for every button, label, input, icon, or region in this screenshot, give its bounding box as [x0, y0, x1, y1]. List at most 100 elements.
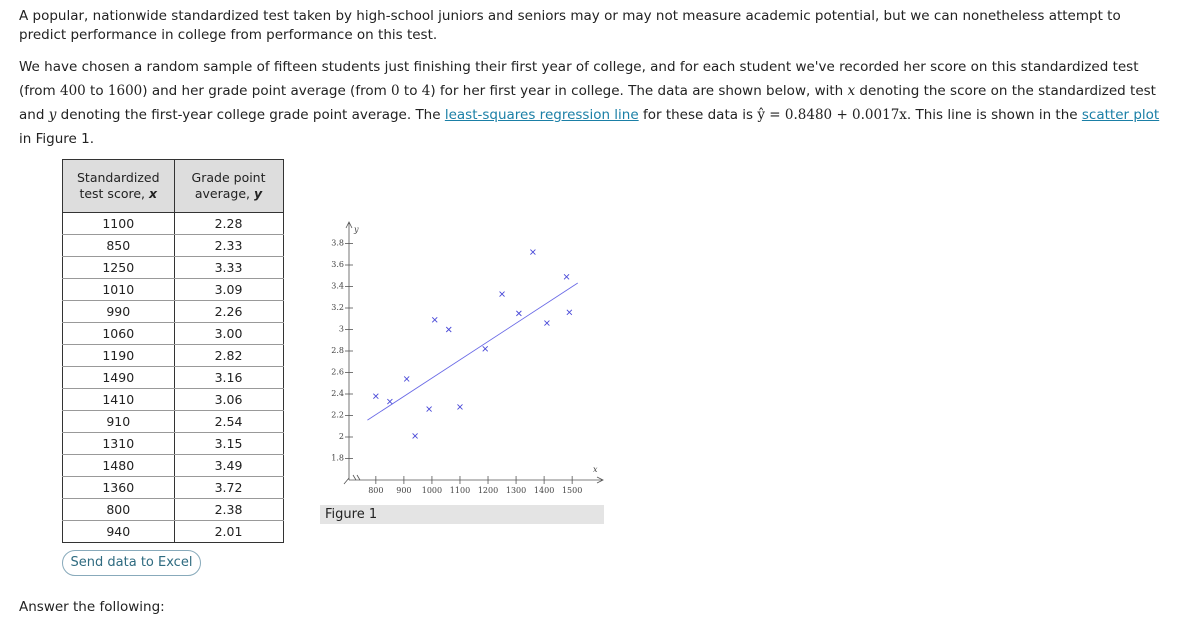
x-tick-label: 900	[396, 486, 411, 495]
x-tick-label: 1000	[422, 486, 442, 495]
data-point	[530, 249, 536, 255]
table-row: 1010 3.09	[62, 278, 284, 301]
x-axis-label: x	[593, 465, 598, 474]
y-axis-label: y	[353, 225, 359, 234]
data-point	[482, 346, 489, 352]
table-cell: 800	[62, 498, 175, 521]
x-tick-label: 1200	[478, 486, 498, 495]
math-segment: 4	[421, 83, 431, 99]
header-variable: x	[148, 186, 158, 201]
table-cell: 3.06	[173, 388, 284, 411]
table-row: 850 2.33	[62, 234, 284, 257]
data-point	[373, 393, 379, 399]
table-cell: 1490	[62, 366, 175, 389]
table-cell: 910	[62, 410, 175, 433]
data-point	[457, 404, 463, 410]
table-row: 1100 2.28	[62, 212, 284, 235]
y-tick-label: 3.4	[331, 282, 344, 291]
data-point	[563, 274, 570, 280]
text-segment: We have chosen a random sample of fiftee…	[19, 59, 1139, 99]
header-text: Grade point average,	[191, 170, 266, 201]
table-cell: 2.26	[173, 300, 284, 323]
link-segment[interactable]: least-squares regression line	[444, 107, 639, 123]
math-segment: 1600	[107, 83, 143, 99]
excel-button[interactable]: Send data to Excel	[62, 550, 201, 576]
table-cell: 1190	[62, 344, 175, 367]
data-point	[431, 317, 438, 323]
table-cell: 1010	[62, 278, 175, 301]
table-cell: 1060	[62, 322, 175, 345]
table-cell: 1410	[62, 388, 175, 411]
text-segment: to	[85, 83, 108, 99]
scatter-chart: x y 800 900 1000 1100 1200 1300 1400 1500 1.8 2 2.2 2…	[331, 221, 604, 495]
table-cell: 3.33	[173, 256, 284, 279]
y-tick-label: 2.2	[331, 411, 344, 420]
axis-break	[343, 474, 361, 485]
x-tick-label: 1300	[506, 486, 526, 495]
table-cell: 2.33	[173, 234, 284, 257]
y-tick-label: 3.6	[331, 260, 344, 269]
table-cell: 3.72	[173, 476, 284, 499]
table-row: 910 2.54	[62, 410, 284, 433]
table-cell: 1480	[62, 454, 175, 477]
header-text: Standardized test score,	[77, 170, 160, 201]
table-cell: 3.09	[173, 278, 284, 301]
column-header: Standardized test score, x	[62, 159, 175, 213]
text-segment: ) and her grade point average (from	[142, 83, 392, 99]
data-point	[426, 406, 432, 412]
x-tick-label: 1100	[450, 486, 470, 495]
math-segment: ŷ = 0.8480 + 0.0017x	[757, 107, 907, 123]
data-point	[387, 398, 393, 405]
text-segment: for these data is	[638, 107, 758, 123]
x-tick-label: 800	[368, 486, 383, 495]
table-row: 1310 3.15	[62, 432, 284, 455]
table-cell: 2.38	[173, 498, 284, 521]
x-tick-label: 1400	[534, 486, 554, 495]
table-row: 1360 3.72	[62, 476, 284, 499]
table-row: 1480 3.49	[62, 454, 284, 477]
table-cell: 990	[62, 300, 175, 323]
y-tick-label: 1.8	[331, 454, 344, 463]
data-point	[544, 320, 550, 326]
table-cell: 1310	[62, 432, 175, 455]
data-point	[499, 291, 505, 297]
y-tick-label: 3.2	[331, 303, 344, 312]
text-segment: denoting the score on the standardized t…	[19, 83, 1156, 123]
header-variable: y	[254, 186, 263, 201]
data-point	[516, 310, 522, 317]
text-segment: ) for her first year in college. The dat…	[430, 83, 848, 99]
link-segment[interactable]: scatter plot	[1081, 107, 1160, 123]
var-segment: y	[48, 107, 57, 123]
text-segment: denoting the first-year college grade po…	[56, 107, 445, 123]
table-row: 1410 3.06	[62, 388, 284, 411]
text-segment: to	[399, 83, 422, 99]
x-tick-label: 1500	[562, 486, 582, 495]
math-segment: 400	[59, 83, 86, 99]
table-cell: 2.82	[173, 344, 284, 367]
table-row: 990 2.26	[62, 300, 284, 323]
table-row: 1190 2.82	[62, 344, 284, 367]
y-tick-label: 3.8	[331, 239, 344, 248]
text-segment: in Figure 1.	[19, 131, 94, 147]
table-cell: 2.54	[173, 410, 284, 433]
table-cell: 940	[62, 520, 175, 543]
table-row: 1250 3.33	[62, 256, 284, 279]
data-table: Standardized test score, x Grade point av…	[62, 159, 284, 543]
table-cell: 3.00	[173, 322, 284, 345]
table-cell: 1100	[62, 212, 175, 235]
table-row: 800 2.38	[62, 498, 284, 521]
table-cell: 3.16	[173, 366, 284, 389]
footer-text: Answer the following:	[19, 599, 165, 615]
math-segment: 0	[391, 83, 400, 99]
data-point	[566, 309, 573, 316]
table-cell: 850	[62, 234, 175, 257]
y-tick-label: 2.8	[331, 346, 344, 355]
table-row: 1490 3.16	[62, 366, 284, 389]
intro-text: A popular, nationwide standardized test …	[19, 8, 1121, 43]
table-cell: 3.15	[173, 432, 284, 455]
var-segment: x	[847, 83, 856, 99]
column-header: Grade point average, y	[173, 159, 284, 213]
table-cell: 3.49	[173, 454, 284, 477]
data-point	[403, 376, 410, 382]
